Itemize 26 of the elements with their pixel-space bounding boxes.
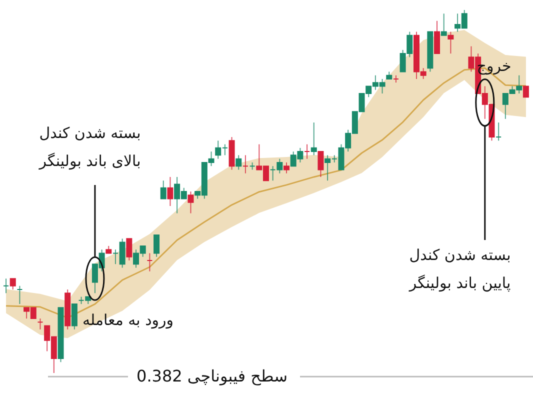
candlestick <box>16 285 23 305</box>
candlestick <box>167 176 174 207</box>
annotation: ورود به معامله <box>82 311 174 329</box>
annotation: بسته شدن کندل پایین باند بولینگر <box>408 246 511 292</box>
annotation: بسته شدن کندل بالای باند بولینگر <box>38 124 141 170</box>
candlestick <box>522 86 529 98</box>
candlestick <box>284 162 290 174</box>
candlestick <box>71 304 78 330</box>
candlestick <box>146 252 153 272</box>
ref-line-label: سطح فیبوناچی 0.382 <box>136 366 288 386</box>
candlestick <box>310 122 317 156</box>
candlestick <box>434 20 440 54</box>
candlestick <box>242 154 248 174</box>
candlestick <box>160 180 166 200</box>
candlestick <box>236 154 242 170</box>
candlestick <box>448 31 454 54</box>
candlestick <box>37 318 44 330</box>
candlestick <box>496 122 502 142</box>
candlestick <box>3 278 10 294</box>
candlestick <box>154 234 160 258</box>
candlestick <box>126 238 132 261</box>
candlestick <box>10 278 16 290</box>
candlestick <box>318 151 324 178</box>
candlestick <box>304 144 310 160</box>
candlestick <box>440 13 447 36</box>
candlestick <box>188 190 194 214</box>
